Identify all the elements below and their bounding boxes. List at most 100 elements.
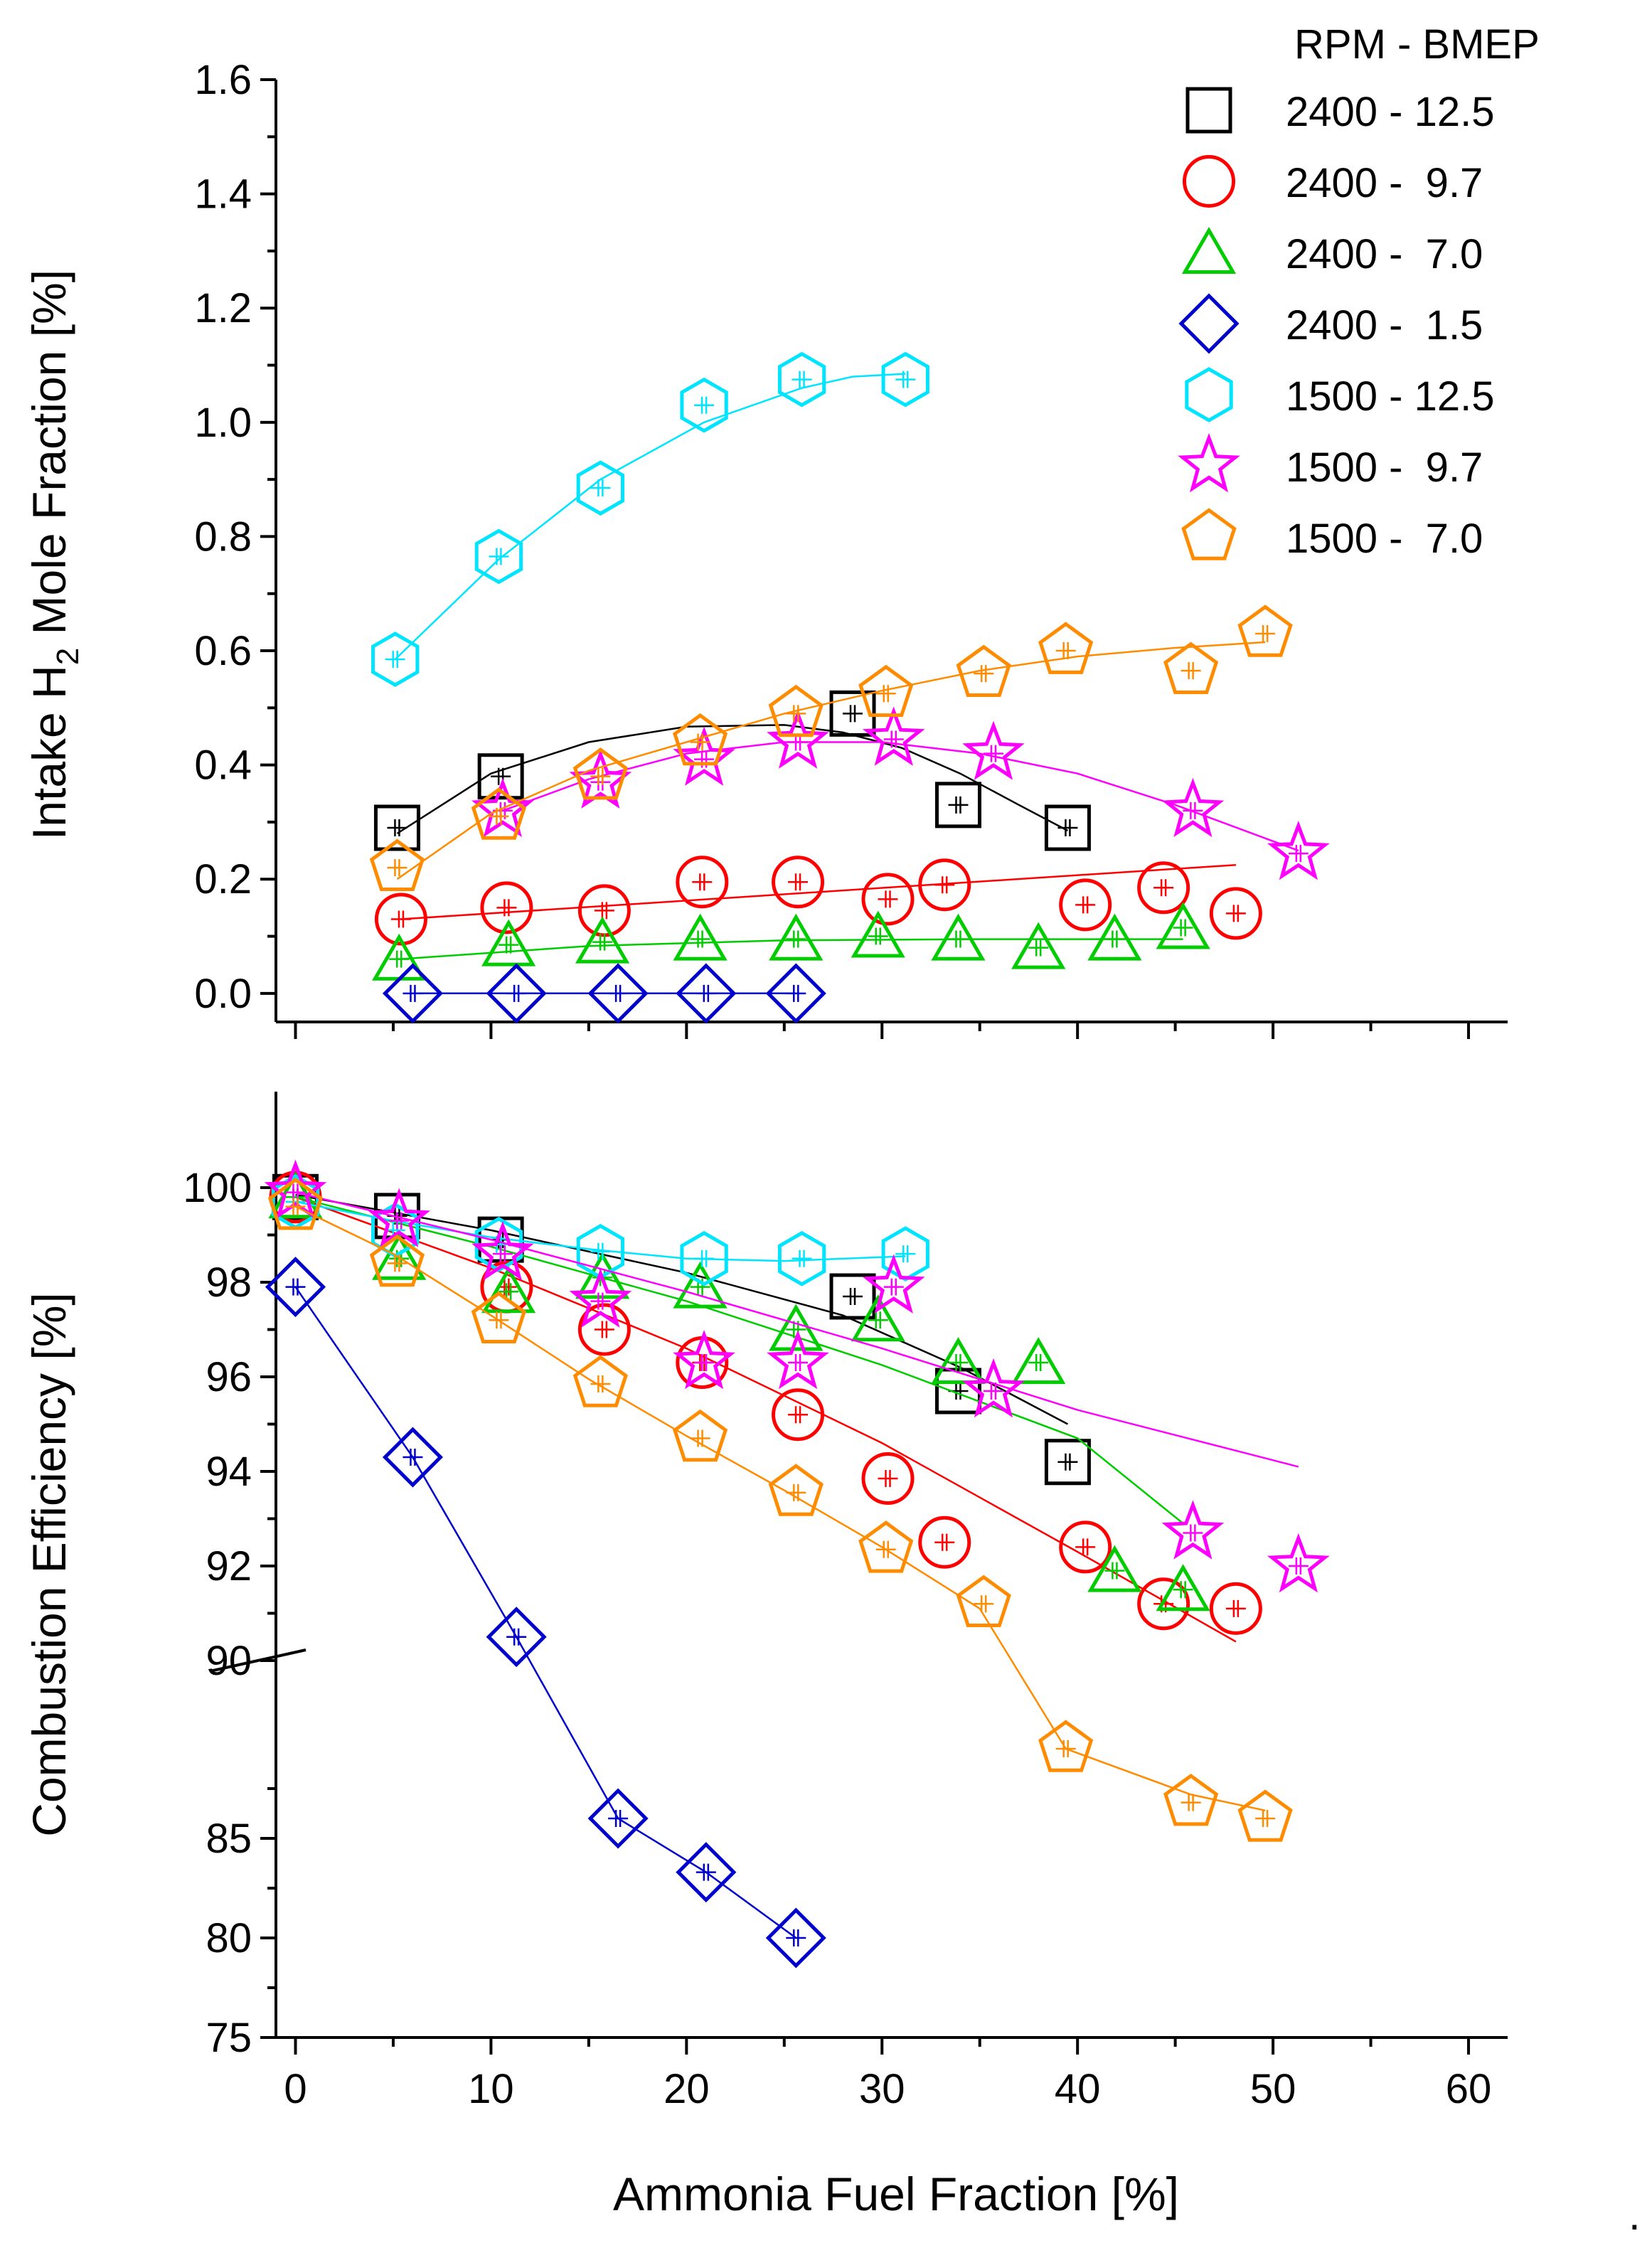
error-bar (1183, 801, 1203, 819)
series-diamond (382, 963, 826, 1024)
data-point (918, 858, 971, 912)
error-bar (390, 910, 411, 928)
error-bar (1104, 930, 1125, 948)
error-bar (1255, 624, 1276, 642)
error-bar (496, 899, 517, 917)
data-point (777, 351, 826, 407)
x-tick-label: 20 (664, 2066, 710, 2112)
data-point (1209, 1582, 1262, 1635)
data-point (264, 1159, 327, 1219)
data-point (962, 720, 1025, 780)
error-bar (883, 1278, 904, 1296)
legend-marker (1185, 367, 1233, 422)
error-bar (934, 1533, 955, 1551)
series-star (264, 1159, 1330, 1593)
y-tick-label: 85 (206, 1816, 252, 1862)
data-point (486, 1607, 547, 1668)
error-bar (285, 1198, 306, 1215)
data-point (862, 706, 925, 766)
error-bar (590, 479, 611, 497)
x-tick-label: 30 (859, 2066, 905, 2112)
data-point (1163, 1774, 1219, 1826)
series-hexagon (371, 351, 929, 687)
legend-label: 2400 - 12.5 (1286, 89, 1494, 135)
error-bar (786, 1929, 806, 1946)
error-bar (843, 705, 863, 723)
error-bar (786, 984, 806, 1002)
error-bar (983, 1382, 1003, 1400)
data-point (1156, 902, 1210, 949)
error-bar (786, 1483, 806, 1501)
data-point (680, 377, 728, 433)
error-bar (608, 984, 629, 1002)
x-axis-title: Ammonia Fuel Fraction [%] (613, 2168, 1179, 2220)
error-bar (1055, 642, 1076, 660)
legend-title: RPM - BMEP (1294, 21, 1540, 68)
error-bar (1028, 1354, 1049, 1372)
error-bar (403, 1449, 423, 1466)
error-bar (788, 1406, 809, 1424)
y-tick-label: 92 (206, 1543, 252, 1589)
data-point (861, 1451, 915, 1505)
y-tick-label: 0.4 (194, 742, 252, 789)
error-bar (489, 548, 509, 565)
error-bar (875, 1540, 896, 1558)
error-bar (1181, 662, 1201, 680)
error-bar (1255, 1810, 1276, 1827)
data-point (1267, 1533, 1330, 1593)
legend-label: 1500 - 12.5 (1286, 373, 1494, 420)
error-bar (868, 1311, 888, 1329)
y-title-subscript: 2 (50, 648, 85, 665)
x-tick-label: 60 (1446, 2066, 1492, 2112)
data-point (1038, 1720, 1094, 1772)
data-point (471, 787, 527, 840)
error-bar (1075, 1538, 1096, 1556)
y-tick-label: 0.2 (194, 856, 252, 902)
fit-line (502, 741, 1299, 852)
legend-label: 1500 - 9.7 (1286, 444, 1483, 491)
data-point (765, 963, 826, 1024)
error-bar (974, 665, 994, 683)
legend: RPM - BMEP 2400 - 12.5 2400 - 9.7 2400 - 7.… (1178, 21, 1540, 562)
error-bar (696, 984, 716, 1002)
data-point (934, 782, 981, 829)
data-point (676, 856, 729, 909)
data-point (673, 1261, 728, 1309)
data-point (572, 747, 628, 800)
data-point (767, 1330, 829, 1390)
data-point (373, 804, 420, 851)
data-point (768, 684, 824, 737)
y-tick-label: 98 (206, 1259, 252, 1306)
error-bar (499, 936, 519, 954)
x-tick-label: 40 (1055, 2066, 1101, 2112)
error-bar (948, 1354, 969, 1372)
data-point (265, 1257, 326, 1318)
error-bar (788, 873, 809, 891)
legend-label: 2400 - 1.5 (1286, 302, 1483, 348)
legend-marker (1183, 155, 1235, 208)
error-bar (1173, 1581, 1193, 1599)
series-pentagon (369, 604, 1293, 891)
y-tick-label: 1.6 (194, 57, 252, 103)
error-bar (788, 1354, 809, 1372)
data-point (569, 1268, 632, 1328)
data-point (371, 632, 420, 687)
top-y-axis-title: Intake H2 Mole Fraction [%] (23, 270, 85, 840)
legend-label: 2400 - 7.0 (1286, 231, 1483, 277)
fit-line (396, 641, 1266, 880)
data-point (575, 916, 630, 964)
error-bar (592, 933, 613, 951)
error-bar (590, 767, 611, 785)
error-bar (948, 796, 969, 814)
data-point (931, 1337, 986, 1385)
legend-label: 2400 - 9.7 (1286, 160, 1483, 206)
data-point (1087, 1545, 1142, 1592)
error-bar (1183, 1524, 1203, 1542)
error-bar (608, 1810, 629, 1827)
error-bar (883, 730, 904, 748)
error-bar (1057, 819, 1078, 836)
error-bar (594, 902, 614, 920)
data-point (587, 1788, 649, 1849)
error-bar (843, 1287, 863, 1305)
y-tick-label: 1.4 (194, 171, 252, 218)
